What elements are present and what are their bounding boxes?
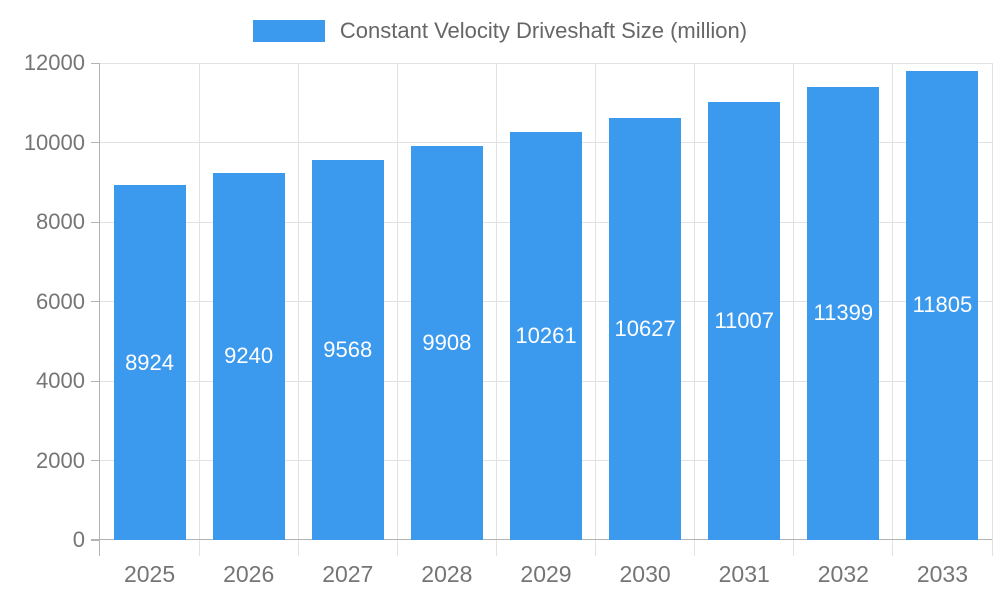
bar-value-label: 10627 [614, 315, 676, 341]
y-axis-tick [91, 62, 100, 64]
x-axis-tick [793, 540, 795, 556]
y-axis-label: 10000 [23, 129, 85, 155]
y-axis-label: 6000 [36, 288, 85, 314]
bar-value-label: 9240 [224, 343, 274, 369]
v-gridline [694, 63, 696, 540]
y-axis-line [99, 63, 100, 556]
x-axis-label-2026: 2026 [223, 561, 275, 587]
x-axis-label-2027: 2027 [322, 561, 374, 587]
legend-label: Constant Velocity Driveshaft Size (milli… [339, 18, 748, 43]
x-axis-tick [892, 540, 894, 556]
x-axis-tick [991, 540, 993, 556]
v-gridline [396, 63, 398, 540]
h-gridline [100, 62, 992, 64]
y-axis-tick [91, 301, 100, 302]
x-axis-label-2025: 2025 [123, 561, 176, 587]
bar-value-label: 9568 [323, 336, 373, 362]
bar-value-label: 9908 [422, 330, 472, 356]
bar-2029[interactable]: 10261 [510, 132, 582, 540]
x-axis-tick [198, 540, 200, 556]
bar-2033[interactable]: 11805 [906, 70, 979, 540]
y-axis-label: 4000 [36, 368, 85, 393]
x-axis-label-2028: 2028 [421, 561, 473, 587]
y-axis-label: 8000 [36, 209, 85, 234]
bar-value-label: 11399 [813, 300, 874, 326]
v-gridline [793, 63, 795, 540]
bar-2031[interactable]: 11007 [708, 102, 781, 540]
y-axis-label: 12000 [23, 50, 85, 75]
x-axis-tick [595, 540, 597, 556]
x-axis-tick [396, 540, 398, 556]
v-gridline [297, 63, 299, 540]
y-axis-tick [91, 460, 100, 461]
bar-2030[interactable]: 10627 [609, 117, 682, 540]
y-axis-tick [91, 221, 100, 223]
legend[interactable]: Constant Velocity Driveshaft Size (milli… [0, 18, 1000, 44]
bar-2025[interactable]: 8924 [113, 185, 186, 540]
bar-value-label: 11805 [912, 292, 973, 318]
bar-value-label: 8924 [125, 349, 175, 375]
y-axis-label: 0 [72, 527, 85, 552]
x-axis-tick [694, 540, 696, 556]
v-gridline [991, 63, 993, 540]
x-axis-label-2031: 2031 [718, 561, 770, 587]
x-axis-tick [297, 540, 299, 556]
y-axis-label: 2000 [36, 447, 85, 473]
x-axis-label-2032: 2032 [817, 561, 869, 587]
v-gridline [892, 63, 894, 540]
bar-2027[interactable]: 9568 [311, 159, 384, 540]
v-gridline [495, 63, 497, 540]
v-gridline [595, 63, 597, 540]
bar-2026[interactable]: 9240 [212, 172, 285, 540]
bar-2032[interactable]: 11399 [807, 86, 880, 540]
x-axis-label-2030: 2030 [619, 561, 671, 587]
bar-2028[interactable]: 9908 [410, 146, 483, 540]
y-axis-tick [91, 539, 100, 541]
legend-swatch [252, 20, 325, 42]
bar-value-label: 10261 [515, 323, 577, 349]
x-axis-label-2033: 2033 [916, 561, 969, 587]
y-axis-tick [91, 380, 100, 382]
bar-value-label: 11007 [714, 308, 774, 334]
x-axis-label-2029: 2029 [520, 561, 572, 587]
v-gridline [198, 63, 200, 540]
x-axis-tick [495, 540, 497, 556]
y-axis-tick [91, 142, 100, 143]
